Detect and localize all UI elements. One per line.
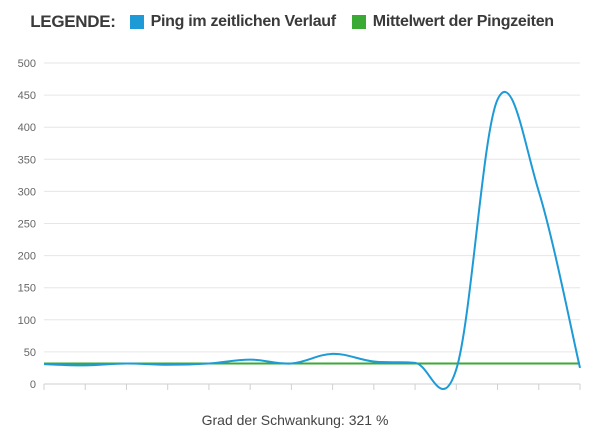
y-tick-label: 100 — [18, 315, 36, 327]
legend-title: LEGENDE: — [30, 12, 116, 31]
grid-lines — [44, 62, 580, 385]
legend-label-ping: Ping im zeitlichen Verlauf — [150, 13, 336, 30]
y-axis-ticks: 0 50 100 150 200 250 300 350 400 450 500 — [18, 58, 36, 391]
y-tick-label: 200 — [18, 251, 36, 263]
legend-swatch-mean — [351, 15, 366, 29]
x-axis — [43, 384, 581, 390]
legend-item-ping: Ping im zeitlichen Verlauf — [129, 13, 336, 31]
y-tick-label: 50 — [24, 347, 36, 359]
y-tick-label: 0 — [30, 379, 36, 391]
y-tick-label: 150 — [18, 283, 36, 295]
legend-swatch-ping — [129, 15, 144, 29]
series-line-ping — [43, 90, 581, 390]
y-tick-label: 500 — [18, 58, 36, 70]
y-tick-label: 250 — [18, 219, 36, 231]
legend-label-mean: Mittelwert der Pingzeiten — [372, 13, 554, 30]
legend-item-mean: Mittelwert der Pingzeiten — [351, 13, 554, 31]
ping-chart: 0 50 100 150 200 250 300 350 400 450 500 — [18, 58, 581, 391]
y-tick-label: 450 — [18, 90, 36, 102]
y-tick-label: 300 — [18, 186, 36, 198]
series-lines — [43, 90, 581, 390]
legend: LEGENDE: Ping im zeitlichen Verlauf Mitt… — [0, 8, 590, 36]
variation-caption: Grad der Schwankung: 321 % — [201, 412, 389, 428]
y-tick-label: 400 — [18, 122, 36, 134]
y-tick-label: 350 — [18, 154, 36, 166]
